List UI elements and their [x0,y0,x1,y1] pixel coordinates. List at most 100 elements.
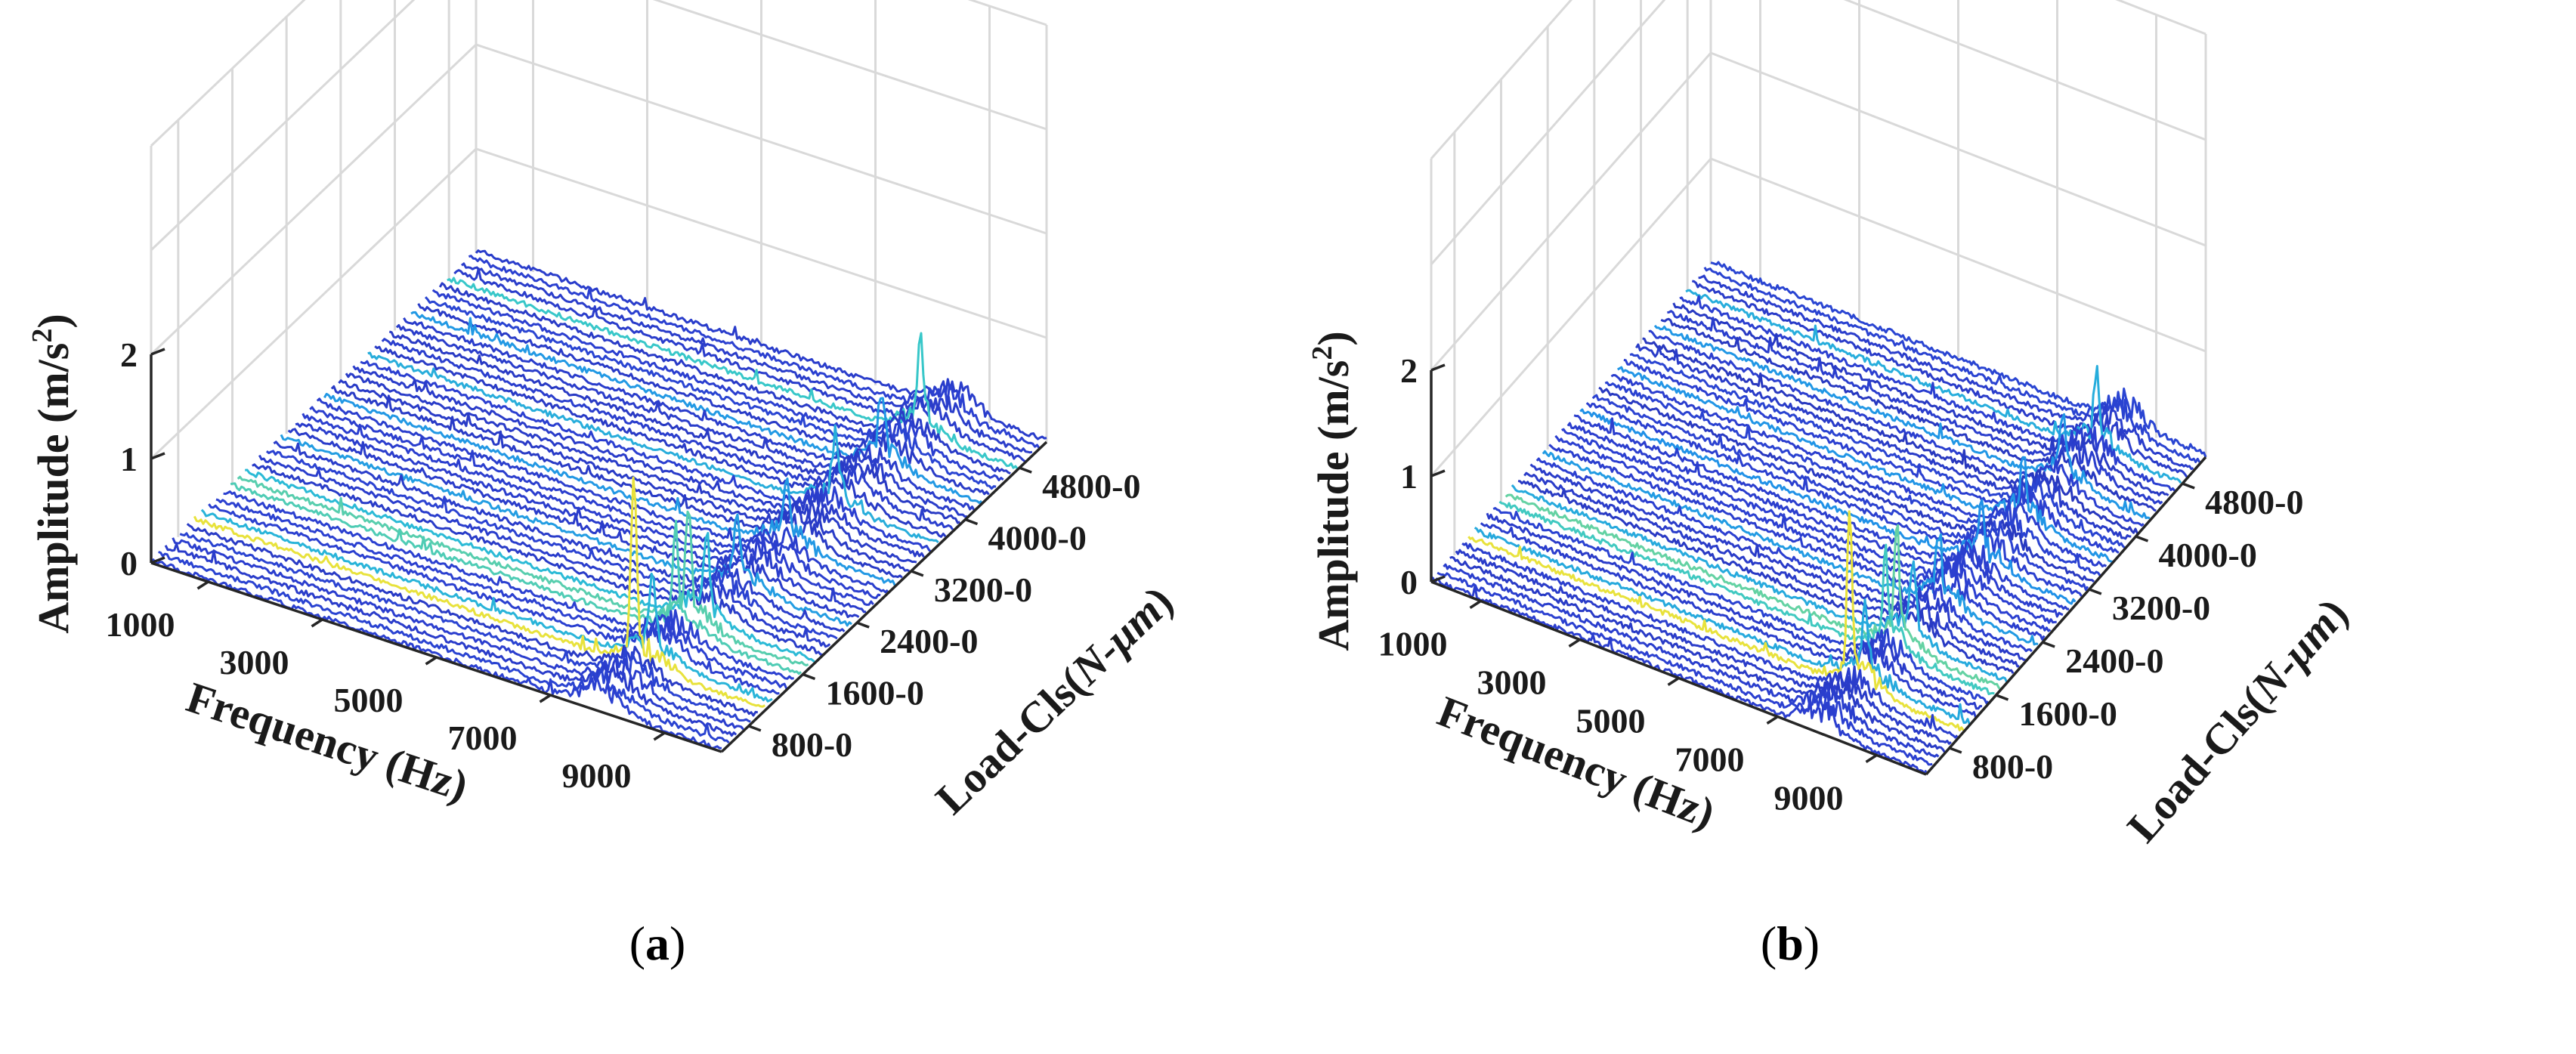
trace-line [215,498,788,690]
trace-line [1691,280,2188,478]
y-axis-label-main: Load-Cls( [926,659,1096,824]
trace-line [395,324,968,518]
trace-line [424,296,997,490]
y-tick-mark [2042,641,2055,648]
trace-line [1585,402,2083,597]
z-axis-label: Amplitude (m/s2) [26,314,78,633]
trace-line [1648,329,2145,527]
x-tick-mark [1568,638,1581,648]
trace-line [1653,324,2151,520]
caption-letter: a [645,916,670,970]
x-tick-label: 5000 [334,681,404,719]
trace-line [1623,358,2120,554]
z-tick-mark [1430,469,1446,478]
trace-line [200,508,773,703]
z-tick-label: 2 [120,335,138,374]
trace-line [158,551,730,744]
y-tick-label: 3200-0 [934,570,1032,609]
trace-line [438,282,1011,474]
trace-line [1679,295,2176,492]
trace-line [1598,386,2095,583]
trace-line [1492,507,1990,704]
y-tick-mark [1995,694,2009,701]
grid-lines [1430,0,2207,582]
z-axis-label: Amplitude (m/s2) [1307,331,1358,651]
y-tick-label: 4000-0 [2159,536,2257,574]
x-tick-label: 7000 [1675,740,1745,779]
trace-line [323,392,896,586]
y-tick-label: 3200-0 [2112,589,2210,627]
z-tick-mark [150,348,165,356]
trace-line [1535,457,2033,653]
z-tick-label: 0 [120,544,138,583]
y-axis-label-main: Load-Cls( [2117,678,2278,852]
z-tick-label: 1 [120,440,138,478]
trace-line [1554,434,2052,632]
z-axis-label-sup: 2 [26,329,58,343]
z-tick-label: 2 [1400,351,1418,390]
panel-caption: (b) [1761,916,1820,970]
trace-line [295,422,867,614]
trace-line [1443,563,1940,758]
trace-line [302,413,874,606]
y-tick-mark [2089,588,2102,595]
trace-line [1455,549,1952,745]
trace-line [453,267,1026,462]
z-tick-mark [1430,363,1446,372]
trace-line [1430,576,1928,775]
y-tick-mark [802,672,816,681]
trace-line [316,397,889,594]
trace-line [1480,522,1978,719]
y-tick-mark [748,725,762,732]
z-axis-label-main: Amplitude (m/s [1309,360,1358,651]
trace-line [374,345,947,538]
panel-caption: (a) [629,916,686,970]
y-tick-mark [2135,535,2149,542]
z-axis-label-close: ) [1309,331,1358,345]
x-tick-label: 9000 [562,756,632,795]
trace-line [1517,480,2015,674]
x-tick-mark [1469,600,1482,609]
trace-line [338,379,911,573]
trace-line [172,537,744,731]
y-tick-label: 800-0 [772,725,852,764]
y-tick-label: 4800-0 [1042,467,1140,505]
trace-line [468,255,1041,450]
trace-line [1561,428,2057,624]
trace-line [1667,310,2163,505]
x-tick-label: 3000 [220,643,289,682]
trace-line [367,351,939,543]
grid-z-level [1430,0,2206,265]
trace-line [1591,394,2089,591]
trace-line [1566,422,2064,618]
trace-line [265,450,838,640]
x-axis-label: Frequency (Hz) [181,672,474,811]
trace-line [1672,302,2169,496]
z-tick-mark [150,556,165,564]
z-axis-label-sup: 2 [1307,346,1338,360]
caption-open: ( [629,916,645,970]
trace-line [1511,484,2009,683]
axes: 0 1 2 1000 3000 5000 7000 9000 800-0 1600-0 2400-0… [1378,351,2304,818]
x-tick-mark [1667,677,1680,686]
z-axis-label-close: ) [29,314,78,328]
z-tick-mark [150,452,165,460]
y-axis-line [720,440,1048,753]
x-tick-label: 5000 [1576,702,1646,740]
trace-line [475,249,1047,440]
panel-a: 0 1 2 1000 3000 5000 7000 9000 800-0 1600-0 2400-0… [26,0,1182,970]
y-tick-label: 2400-0 [2065,641,2163,680]
trace-line [1474,527,1971,725]
x-tick-label: 1000 [1378,625,1448,663]
x-tick-mark [425,656,438,666]
trace-line [1548,444,2046,641]
trace-line [417,303,990,496]
trace-line [1529,463,2026,661]
trace-line [1629,353,2126,549]
z-tick-label: 0 [1400,563,1418,601]
grid-z-level [1430,157,2206,477]
x-tick-mark [653,731,666,741]
trace-line [1698,274,2194,471]
y-axis-label: Load-Cls(N-μm) [2117,589,2357,852]
trace-line [230,482,802,675]
